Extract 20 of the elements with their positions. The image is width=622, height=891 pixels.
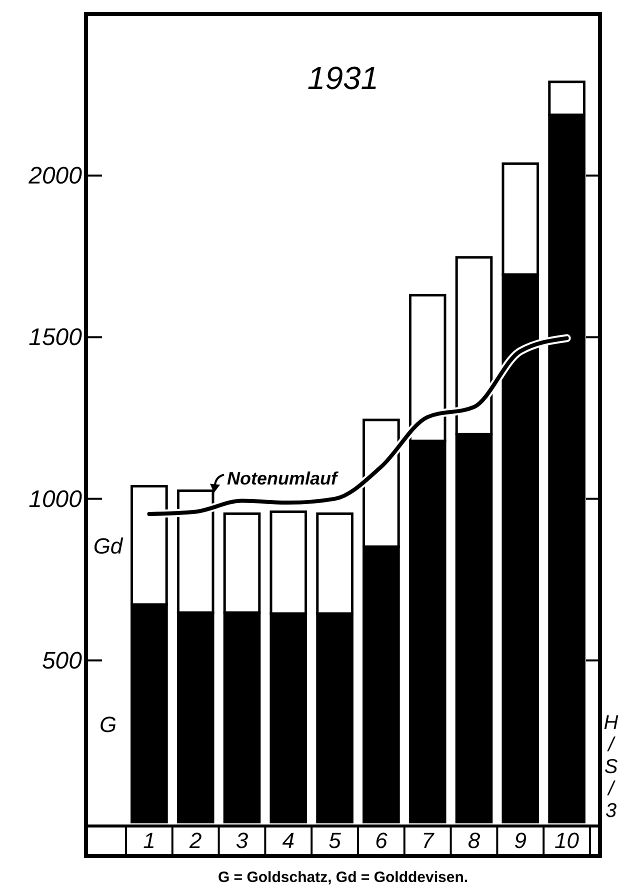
- x-tick-label: 6: [375, 828, 388, 853]
- x-tick-label: 2: [188, 828, 202, 853]
- y-tick-label: 500: [42, 647, 83, 674]
- x-tick-label: 4: [282, 828, 295, 853]
- text: 1931: [307, 60, 379, 96]
- x-tick-label: 3: [236, 828, 249, 853]
- x-tick-label: 10: [554, 828, 580, 853]
- x-tick-label: 8: [468, 828, 481, 853]
- series-label: G: [99, 712, 117, 738]
- text: G = Goldschatz, Gd = Golddevisen.: [218, 869, 468, 886]
- x-tick-label: 9: [514, 828, 527, 853]
- x-tick-label: 7: [421, 828, 434, 853]
- x-tick-label: 1: [143, 828, 156, 853]
- legend-label: Notenumlauf: [227, 468, 339, 489]
- y-tick-label: 2000: [28, 162, 83, 190]
- x-tick-label: 5: [328, 828, 342, 853]
- series-label: Gd: [93, 533, 124, 558]
- y-tick-label: 1000: [28, 486, 83, 513]
- y-tick-label: 1500: [28, 324, 83, 352]
- annotation: H/S/3: [600, 712, 622, 822]
